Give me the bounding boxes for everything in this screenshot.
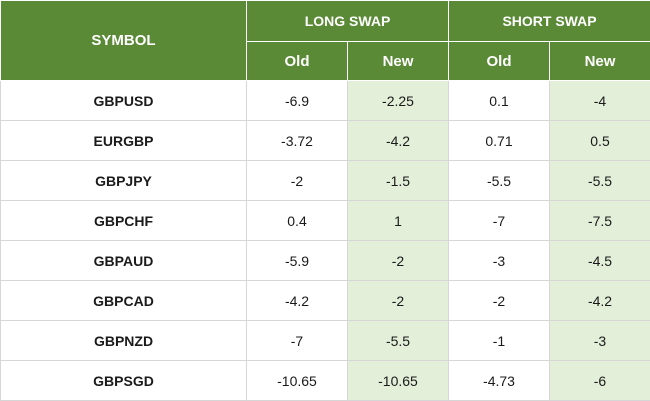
short-old-cell: 0.71 xyxy=(448,120,550,161)
short-new-cell: -7.5 xyxy=(549,200,650,241)
long-swap-header: LONG SWAP xyxy=(246,0,449,42)
short-old-cell: -1 xyxy=(448,320,550,361)
short-old-header: Old xyxy=(448,41,550,81)
short-new-header: New xyxy=(549,41,650,81)
long-old-cell: -7 xyxy=(246,320,348,361)
short-new-cell: -3 xyxy=(549,320,650,361)
long-new-cell: -10.65 xyxy=(347,360,449,401)
symbol-cell: GBPUSD xyxy=(0,80,247,121)
short-swap-header: SHORT SWAP xyxy=(448,0,650,42)
short-old-cell: -3 xyxy=(448,240,550,281)
long-new-cell: -2 xyxy=(347,280,449,321)
long-old-cell: -3.72 xyxy=(246,120,348,161)
table-row: GBPJPY -2 -1.5 -5.5 -5.5 xyxy=(0,160,650,201)
symbol-cell: GBPAUD xyxy=(0,240,247,281)
table-row: GBPNZD -7 -5.5 -1 -3 xyxy=(0,320,650,361)
long-new-cell: -4.2 xyxy=(347,120,449,161)
long-old-cell: -6.9 xyxy=(246,80,348,121)
table-row: EURGBP -3.72 -4.2 0.71 0.5 xyxy=(0,120,650,161)
short-new-cell: -6 xyxy=(549,360,650,401)
long-new-cell: -2 xyxy=(347,240,449,281)
long-old-cell: -2 xyxy=(246,160,348,201)
symbol-cell: GBPSGD xyxy=(0,360,247,401)
symbol-cell: GBPJPY xyxy=(0,160,247,201)
long-old-cell: -5.9 xyxy=(246,240,348,281)
short-new-cell: -4.5 xyxy=(549,240,650,281)
table-body: GBPUSD -6.9 -2.25 0.1 -4 EURGBP -3.72 -4… xyxy=(0,80,650,401)
long-new-cell: -2.25 xyxy=(347,80,449,121)
short-old-cell: 0.1 xyxy=(448,80,550,121)
short-new-cell: -5.5 xyxy=(549,160,650,201)
long-new-cell: -5.5 xyxy=(347,320,449,361)
symbol-cell: GBPNZD xyxy=(0,320,247,361)
short-new-cell: 0.5 xyxy=(549,120,650,161)
short-old-cell: -4.73 xyxy=(448,360,550,401)
symbol-cell: GBPCAD xyxy=(0,280,247,321)
long-new-header: New xyxy=(347,41,449,81)
symbol-header: SYMBOL xyxy=(0,0,247,81)
symbol-cell: GBPCHF xyxy=(0,200,247,241)
short-new-cell: -4 xyxy=(549,80,650,121)
long-old-cell: -10.65 xyxy=(246,360,348,401)
long-new-cell: -1.5 xyxy=(347,160,449,201)
table-row: GBPCAD -4.2 -2 -2 -4.2 xyxy=(0,280,650,321)
table-row: GBPSGD -10.65 -10.65 -4.73 -6 xyxy=(0,360,650,401)
short-old-cell: -2 xyxy=(448,280,550,321)
short-new-cell: -4.2 xyxy=(549,280,650,321)
long-old-header: Old xyxy=(246,41,348,81)
long-old-cell: -4.2 xyxy=(246,280,348,321)
long-new-cell: 1 xyxy=(347,200,449,241)
symbol-cell: EURGBP xyxy=(0,120,247,161)
long-old-cell: 0.4 xyxy=(246,200,348,241)
short-old-cell: -7 xyxy=(448,200,550,241)
table-row: GBPUSD -6.9 -2.25 0.1 -4 xyxy=(0,80,650,121)
table-header: SYMBOL LONG SWAP SHORT SWAP Old New Old … xyxy=(0,0,650,81)
table-row: GBPCHF 0.4 1 -7 -7.5 xyxy=(0,200,650,241)
table-row: GBPAUD -5.9 -2 -3 -4.5 xyxy=(0,240,650,281)
short-old-cell: -5.5 xyxy=(448,160,550,201)
